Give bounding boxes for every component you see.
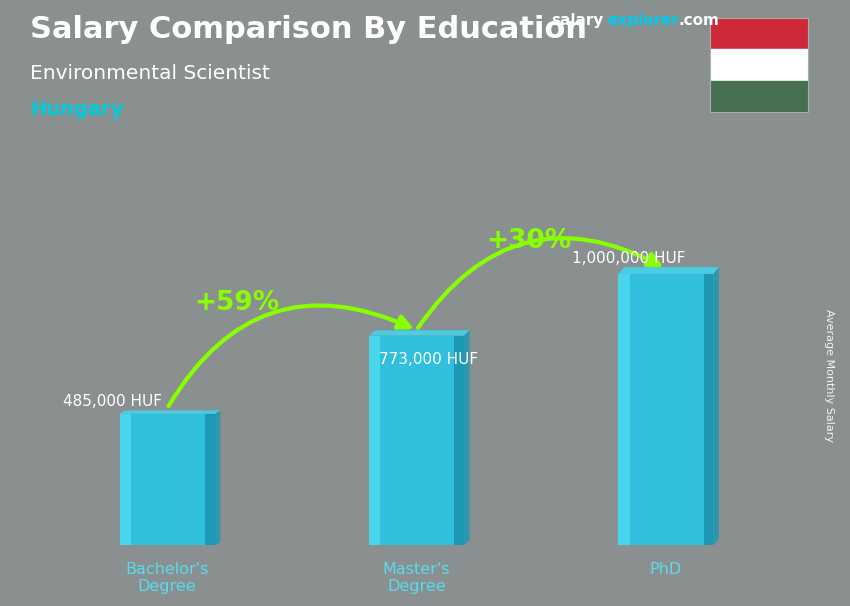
Text: salary: salary [551, 13, 604, 28]
FancyBboxPatch shape [369, 336, 464, 545]
Text: +30%: +30% [486, 228, 571, 255]
Text: +59%: +59% [195, 290, 280, 316]
FancyBboxPatch shape [619, 274, 630, 545]
FancyBboxPatch shape [369, 336, 381, 545]
FancyBboxPatch shape [455, 336, 464, 545]
Text: .com: .com [678, 13, 719, 28]
Bar [710, 18, 808, 50]
FancyBboxPatch shape [120, 414, 214, 545]
Text: Average Monthly Salary: Average Monthly Salary [824, 309, 834, 442]
FancyBboxPatch shape [704, 274, 713, 545]
Text: 485,000 HUF: 485,000 HUF [63, 394, 162, 409]
Text: Hungary: Hungary [30, 100, 123, 119]
Bar [710, 81, 808, 112]
Polygon shape [214, 410, 220, 545]
Bar [710, 50, 808, 81]
FancyBboxPatch shape [120, 414, 131, 545]
Text: explorer: explorer [608, 13, 680, 28]
Text: Salary Comparison By Education: Salary Comparison By Education [30, 15, 586, 44]
Polygon shape [713, 267, 719, 545]
FancyBboxPatch shape [205, 414, 214, 545]
Text: 1,000,000 HUF: 1,000,000 HUF [572, 251, 685, 266]
Polygon shape [464, 330, 469, 545]
FancyBboxPatch shape [619, 274, 713, 545]
Text: Environmental Scientist: Environmental Scientist [30, 64, 269, 82]
Polygon shape [619, 267, 719, 274]
Polygon shape [120, 410, 220, 414]
Text: 773,000 HUF: 773,000 HUF [379, 352, 479, 367]
Polygon shape [369, 330, 469, 336]
